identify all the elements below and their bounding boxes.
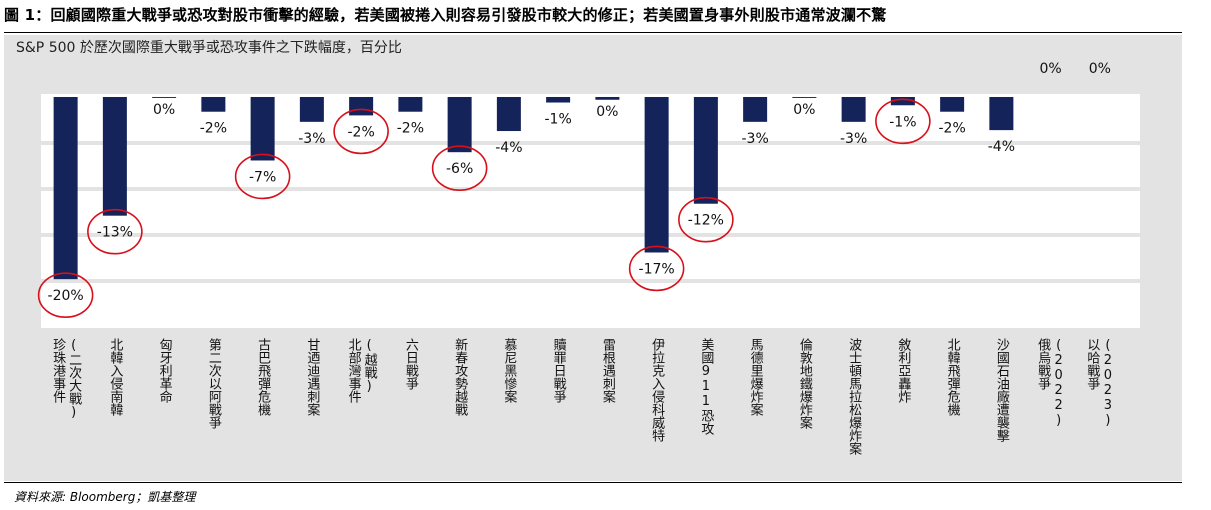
data-label: 0% bbox=[1040, 61, 1062, 77]
figure-title: 圖 1：回顧國際重大戰爭或恐攻對股市衝擊的經驗，若美國被捲入則容易引發股市較大的… bbox=[4, 6, 887, 24]
bar bbox=[53, 97, 78, 280]
bottom-divider bbox=[4, 482, 1182, 483]
data-label: -7% bbox=[249, 169, 276, 185]
data-label: 0% bbox=[793, 102, 815, 118]
category-label: 波士頓馬拉松爆炸案 bbox=[846, 338, 862, 455]
gridline bbox=[41, 233, 1140, 237]
category-label: 北韓入侵南韓 bbox=[107, 338, 123, 416]
category-label: 慕尼黑慘案 bbox=[501, 338, 517, 403]
category-label: 新春攻勢越戰 bbox=[452, 337, 468, 417]
bar bbox=[349, 97, 374, 116]
data-label: -1% bbox=[889, 114, 916, 130]
category-label: 以哈戰爭 bbox=[1084, 338, 1100, 390]
bar bbox=[152, 97, 177, 98]
data-label: -12% bbox=[688, 213, 724, 229]
bar bbox=[841, 97, 866, 122]
category-label: (二次大戰) bbox=[66, 338, 82, 420]
highlight-circle bbox=[333, 108, 389, 155]
category-label: 馬德里爆炸案 bbox=[748, 338, 764, 416]
category-label: 伊拉克入侵科威特 bbox=[649, 338, 665, 442]
category-label: 沙國石油廠遭襲擊 bbox=[994, 338, 1010, 443]
highlight-circle bbox=[628, 245, 685, 292]
category-label: 六日戰爭 bbox=[403, 338, 419, 390]
gridline bbox=[41, 279, 1140, 283]
gridline bbox=[41, 187, 1140, 191]
data-label: -20% bbox=[48, 288, 84, 304]
category-label: 北韓飛彈危機 bbox=[945, 338, 961, 416]
plot-area bbox=[41, 94, 1140, 328]
data-label: -6% bbox=[446, 161, 473, 177]
data-label: -13% bbox=[97, 225, 133, 241]
bar bbox=[102, 97, 127, 216]
category-label: 倫敦地鐵爆炸案 bbox=[797, 338, 813, 429]
bar bbox=[546, 97, 571, 103]
highlight-circle bbox=[37, 272, 94, 318]
bar bbox=[595, 97, 620, 100]
bar bbox=[250, 97, 275, 161]
data-label: 0% bbox=[596, 104, 618, 120]
bars bbox=[53, 97, 1014, 280]
highlight-circles bbox=[37, 98, 931, 318]
data-label: -2% bbox=[397, 121, 424, 137]
data-label: -2% bbox=[938, 121, 965, 137]
bar bbox=[989, 97, 1014, 131]
data-label: -2% bbox=[347, 124, 374, 140]
highlight-circle bbox=[875, 98, 931, 145]
title-divider bbox=[4, 32, 1182, 33]
bar-chart: S&P 500 於歷次國際重大戰爭或恐攻事件之下跌幅度，百分比 -20% -13%… bbox=[16, 40, 1140, 455]
bar bbox=[299, 97, 324, 122]
category-labels: 珍珠港事件 (二次大戰) 北韓入侵南韓 匈牙利革命 第二次以阿戰爭 古巴飛彈危機 甘迺迪遇刺… bbox=[50, 337, 1115, 455]
data-label: -3% bbox=[298, 131, 325, 147]
category-label: 珍珠港事件 bbox=[50, 338, 66, 403]
bar bbox=[693, 97, 718, 204]
category-label: 甘迺迪遇刺案 bbox=[304, 338, 320, 416]
source-note: 資料來源: Bloomberg；凱基整理 bbox=[14, 490, 196, 504]
category-label: 匈牙利革命 bbox=[157, 338, 173, 403]
data-label: -17% bbox=[639, 261, 675, 277]
category-label: 北部灣事件 bbox=[346, 338, 362, 403]
data-label: -3% bbox=[840, 131, 867, 147]
category-label: 古巴飛彈危機 bbox=[255, 338, 271, 416]
category-label: 美國911恐攻 bbox=[698, 338, 714, 435]
category-label: 俄烏戰爭 bbox=[1035, 338, 1051, 390]
data-label: -3% bbox=[741, 131, 768, 147]
bar bbox=[496, 97, 521, 132]
category-label: (2022) bbox=[1051, 338, 1066, 428]
data-label: -1% bbox=[544, 112, 571, 128]
category-label: 第二次以阿戰爭 bbox=[206, 338, 222, 429]
data-labels: -20% -13% 0% -2% -7% -3% -2% -2% -6% -4% -1% 0% -17%… bbox=[48, 61, 1111, 304]
data-label: -4% bbox=[495, 140, 522, 156]
highlight-circle bbox=[678, 196, 734, 243]
category-label: (越戰) bbox=[362, 338, 378, 394]
bar bbox=[447, 97, 472, 153]
chart-title: S&P 500 於歷次國際重大戰爭或恐攻事件之下跌幅度，百分比 bbox=[16, 40, 402, 56]
bar bbox=[792, 97, 817, 98]
highlight-circle bbox=[234, 153, 291, 200]
highlight-circle bbox=[431, 145, 488, 191]
bar bbox=[201, 97, 226, 112]
bar bbox=[398, 97, 423, 112]
data-label: 0% bbox=[153, 102, 175, 118]
highlight-circle bbox=[87, 208, 143, 255]
data-label: 0% bbox=[1089, 61, 1111, 77]
category-label: 雷根遇刺案 bbox=[600, 338, 616, 403]
category-label: 贖罪日戰爭 bbox=[551, 338, 567, 403]
data-label: -4% bbox=[988, 139, 1015, 155]
bar bbox=[644, 97, 669, 253]
chart-panel: S&P 500 於歷次國際重大戰爭或恐攻事件之下跌幅度，百分比 -20% -13%… bbox=[4, 35, 1182, 481]
gridline bbox=[41, 141, 1140, 145]
bar bbox=[743, 97, 768, 122]
gridlines bbox=[41, 141, 1140, 283]
category-label: (2023) bbox=[1100, 338, 1115, 428]
bar bbox=[940, 97, 965, 112]
category-label: 敘利亞轟炸 bbox=[895, 337, 911, 403]
bar bbox=[890, 97, 915, 106]
data-label: -2% bbox=[200, 121, 227, 137]
